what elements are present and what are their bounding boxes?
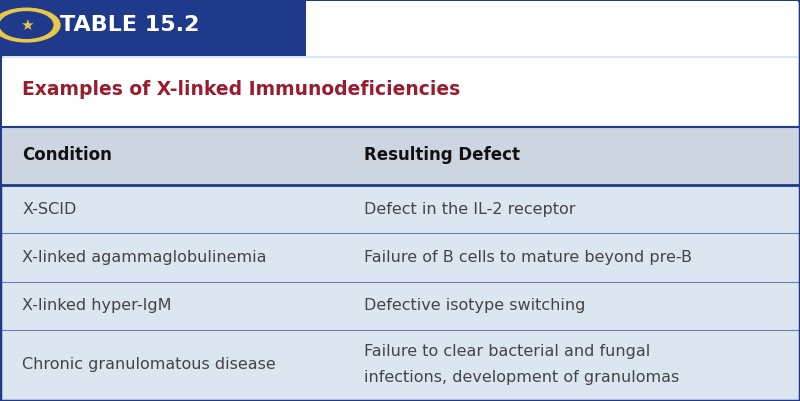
Text: TABLE 15.2: TABLE 15.2 [60,15,199,35]
FancyBboxPatch shape [2,0,306,56]
Text: X-linked hyper-IgM: X-linked hyper-IgM [22,298,172,313]
Circle shape [0,12,53,38]
Text: infections, development of granulomas: infections, development of granulomas [364,371,679,385]
FancyBboxPatch shape [2,58,798,127]
Text: Defect in the IL-2 receptor: Defect in the IL-2 receptor [364,202,575,217]
FancyBboxPatch shape [2,1,798,56]
FancyBboxPatch shape [2,128,798,185]
Text: Examples of X-linked Immunodeficiencies: Examples of X-linked Immunodeficiencies [22,80,461,99]
Text: Failure to clear bacterial and fungal: Failure to clear bacterial and fungal [364,344,650,359]
Text: Failure of B cells to mature beyond pre-B: Failure of B cells to mature beyond pre-… [364,250,692,265]
Text: X-linked agammaglobulinemia: X-linked agammaglobulinemia [22,250,267,265]
Text: ★: ★ [19,18,34,32]
Text: Defective isotype switching: Defective isotype switching [364,298,586,313]
Circle shape [0,8,60,42]
Text: Resulting Defect: Resulting Defect [364,146,520,164]
Text: Condition: Condition [22,146,112,164]
Text: X-SCID: X-SCID [22,202,77,217]
Text: Chronic granulomatous disease: Chronic granulomatous disease [22,357,276,373]
